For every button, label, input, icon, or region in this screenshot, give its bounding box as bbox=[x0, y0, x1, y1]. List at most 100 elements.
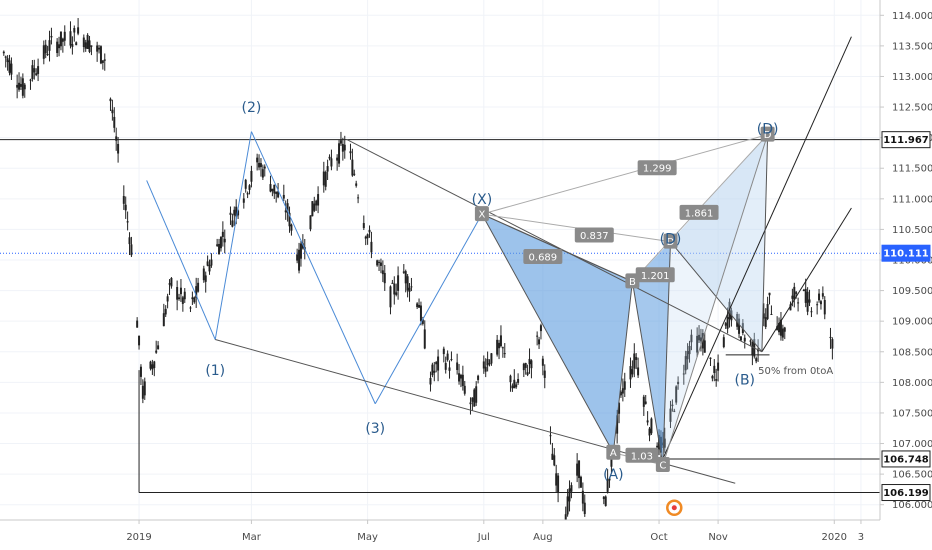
candle-body bbox=[762, 313, 765, 319]
candle-body bbox=[717, 362, 720, 371]
x-tick-label: Oct bbox=[650, 532, 667, 543]
candle-body bbox=[381, 270, 384, 275]
candle-body bbox=[357, 197, 360, 199]
candle-body bbox=[743, 337, 746, 342]
candle-body bbox=[823, 299, 826, 315]
wave-label: (1) bbox=[205, 363, 225, 379]
pattern-leg bbox=[761, 134, 769, 352]
wave-label: (X) bbox=[472, 192, 493, 208]
candle-body bbox=[576, 463, 579, 476]
candle-body bbox=[524, 363, 527, 368]
candle-body bbox=[631, 369, 634, 375]
candle-body bbox=[139, 366, 142, 377]
candle-body bbox=[189, 307, 192, 309]
candle-body bbox=[141, 385, 144, 399]
candle-body bbox=[290, 224, 293, 231]
pattern-point-badge bbox=[760, 126, 775, 142]
candle-body bbox=[2, 51, 5, 54]
candle-body bbox=[366, 234, 369, 239]
candle-body bbox=[553, 455, 556, 466]
candle-body bbox=[778, 322, 781, 333]
candle-body bbox=[726, 317, 729, 329]
candle-body bbox=[353, 173, 356, 175]
candle-body bbox=[149, 361, 152, 369]
candle-body bbox=[61, 38, 64, 42]
candle-body bbox=[46, 53, 49, 55]
candle-body bbox=[56, 41, 59, 54]
y-tick-label: 106.000 bbox=[892, 500, 932, 511]
candle-body bbox=[35, 73, 38, 76]
candle-body bbox=[176, 287, 179, 300]
pattern-leg bbox=[612, 281, 633, 453]
candle-body bbox=[210, 259, 213, 266]
candle-body bbox=[44, 44, 47, 54]
candle-body bbox=[797, 302, 800, 304]
candle-body bbox=[166, 296, 169, 302]
tradingview-logo bbox=[666, 499, 683, 517]
candle-body bbox=[538, 339, 541, 345]
candle-body bbox=[233, 209, 236, 216]
candle-body bbox=[128, 237, 131, 245]
candle-body bbox=[715, 379, 718, 381]
candle-body bbox=[208, 264, 211, 272]
ratio-label: 1.03 bbox=[631, 451, 653, 462]
candle-body bbox=[328, 156, 331, 159]
ratio-label: 0.689 bbox=[529, 252, 558, 263]
candle-body bbox=[484, 366, 487, 372]
candle-body bbox=[471, 397, 474, 402]
candle-body bbox=[218, 243, 221, 255]
ratio-label: 1.299 bbox=[643, 164, 672, 175]
candle-body bbox=[313, 203, 316, 211]
candle-body bbox=[204, 275, 207, 282]
candle-body bbox=[551, 453, 554, 460]
candle-body bbox=[376, 260, 379, 266]
candle-body bbox=[101, 60, 104, 63]
candle-body bbox=[724, 323, 727, 326]
candle-body bbox=[416, 303, 419, 308]
candle-body bbox=[757, 349, 760, 352]
candle-body bbox=[124, 204, 127, 211]
pattern-leg bbox=[662, 134, 769, 466]
candle-body bbox=[606, 479, 609, 492]
candle-body bbox=[286, 203, 289, 213]
price-level-tag bbox=[881, 244, 931, 262]
candle-body bbox=[75, 42, 78, 46]
pattern-point-badge bbox=[655, 456, 670, 472]
candle-body bbox=[418, 305, 421, 308]
candle-body bbox=[181, 297, 184, 304]
candle-body bbox=[509, 375, 512, 383]
candle-body bbox=[646, 420, 649, 423]
candle-body bbox=[193, 297, 196, 303]
candle-body bbox=[21, 78, 24, 96]
candle-body bbox=[831, 339, 834, 349]
candle-body bbox=[690, 334, 693, 343]
candle-body bbox=[355, 183, 358, 186]
candle-body bbox=[522, 363, 525, 371]
candle-body bbox=[113, 116, 116, 128]
y-tick-label: 113.500 bbox=[892, 41, 932, 52]
candle-body bbox=[764, 317, 767, 327]
candle-body bbox=[793, 286, 796, 300]
candle-body bbox=[795, 292, 798, 294]
price-level-tag bbox=[881, 484, 931, 502]
candle-body bbox=[130, 244, 133, 256]
price-level-label: 106.199 bbox=[883, 488, 929, 499]
candle-body bbox=[197, 282, 200, 292]
candle-body bbox=[235, 206, 238, 217]
candle-body bbox=[99, 46, 102, 64]
candle-body bbox=[322, 171, 325, 186]
candle-body bbox=[288, 212, 291, 227]
ratio-badge bbox=[679, 204, 719, 220]
pattern-point-label: D bbox=[764, 130, 772, 141]
wave-label: (D) bbox=[660, 232, 682, 248]
candle-body bbox=[59, 31, 62, 47]
candle-body bbox=[496, 339, 499, 355]
candle-body bbox=[271, 188, 274, 192]
candle-body bbox=[461, 374, 464, 386]
candle-body bbox=[339, 140, 342, 144]
candle-body bbox=[229, 212, 232, 215]
candle-body bbox=[564, 514, 567, 522]
candle-body bbox=[650, 418, 653, 434]
candle-body bbox=[530, 360, 533, 369]
